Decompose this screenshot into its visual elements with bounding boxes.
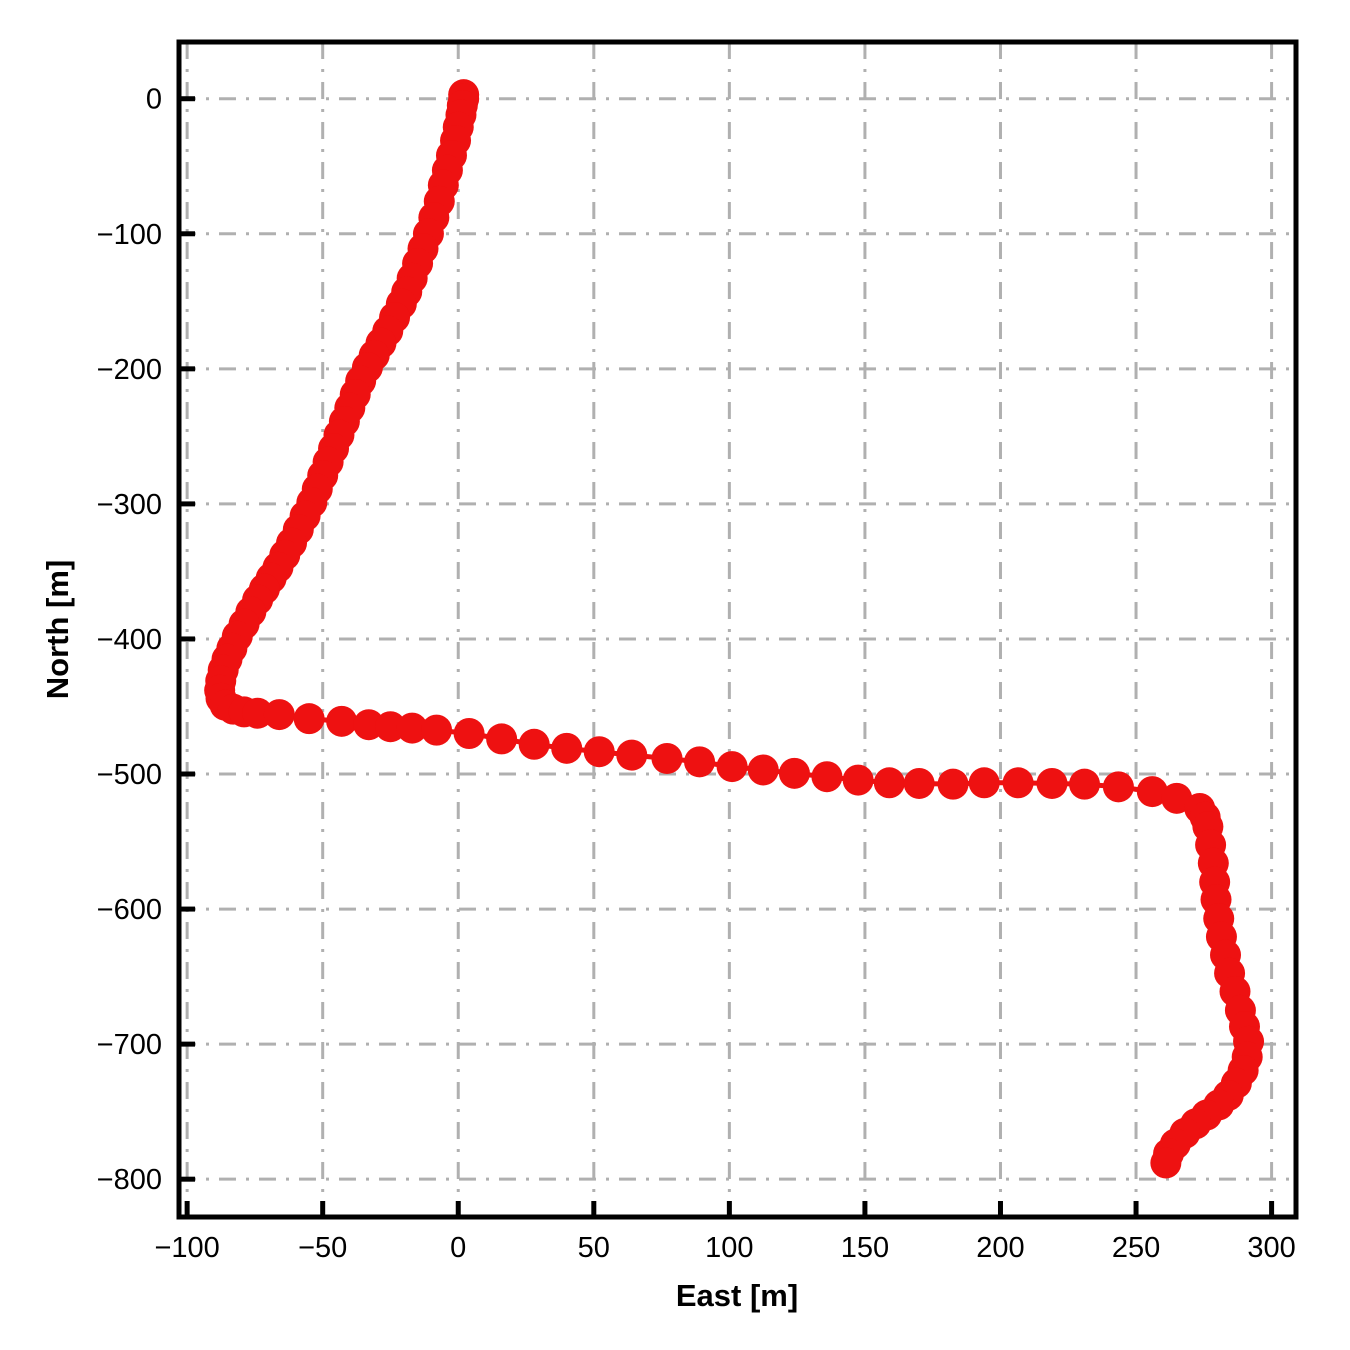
data-point bbox=[293, 703, 325, 735]
data-point bbox=[421, 714, 453, 746]
data-point bbox=[583, 736, 615, 768]
data-point bbox=[1002, 767, 1034, 799]
data-point bbox=[903, 767, 935, 799]
data-point bbox=[842, 764, 874, 796]
data-point bbox=[716, 751, 748, 783]
x-tick-label: 50 bbox=[578, 1232, 610, 1264]
x-tick-label: 100 bbox=[705, 1232, 753, 1264]
y-tick-label: −300 bbox=[97, 489, 162, 521]
data-point bbox=[1036, 767, 1068, 799]
data-point bbox=[684, 746, 716, 778]
plot-border bbox=[176, 39, 1299, 1220]
data-point bbox=[747, 754, 779, 786]
data-point bbox=[551, 732, 583, 764]
data-point bbox=[486, 723, 518, 755]
data-point bbox=[518, 728, 550, 760]
x-tick-label: 0 bbox=[450, 1232, 466, 1264]
data-point bbox=[453, 717, 485, 749]
data-point bbox=[937, 768, 969, 800]
x-tick-label: 250 bbox=[1112, 1232, 1160, 1264]
data-point bbox=[811, 761, 843, 793]
trajectory-line bbox=[217, 94, 1252, 1164]
x-tick-labels: −100 −50 0 50 100 150 200 250 300 bbox=[154, 1232, 1295, 1264]
data-point bbox=[873, 767, 905, 799]
x-tick-label: −100 bbox=[154, 1232, 219, 1264]
x-tick-label: 150 bbox=[841, 1232, 889, 1264]
data-point bbox=[968, 767, 1000, 799]
grid-lines bbox=[179, 42, 1296, 1217]
y-tick-label: 0 bbox=[146, 84, 162, 116]
y-tick-label: −600 bbox=[97, 894, 162, 926]
x-tick-label: 300 bbox=[1247, 1232, 1295, 1264]
data-point bbox=[1136, 776, 1168, 808]
data-point bbox=[778, 757, 810, 789]
x-tick-label: −50 bbox=[298, 1232, 347, 1264]
axis-ticks bbox=[179, 96, 1275, 1217]
y-tick-label: −800 bbox=[97, 1164, 162, 1196]
y-tick-label: −100 bbox=[97, 219, 162, 251]
data-point bbox=[616, 739, 648, 771]
y-tick-label: −400 bbox=[97, 624, 162, 656]
data-point bbox=[326, 705, 358, 737]
data-point bbox=[1102, 771, 1134, 803]
data-point bbox=[396, 712, 428, 744]
y-tick-labels: 0 −100 −200 −300 −400 −500 −600 −700 −800 bbox=[97, 84, 162, 1196]
data-point bbox=[1150, 1147, 1182, 1179]
y-tick-label: −200 bbox=[97, 354, 162, 386]
x-axis-label: East [m] bbox=[676, 1278, 798, 1313]
trajectory-markers bbox=[204, 79, 1265, 1179]
y-tick-label: −700 bbox=[97, 1029, 162, 1061]
data-point bbox=[263, 699, 295, 731]
y-axis-label: North [m] bbox=[40, 560, 75, 699]
y-tick-label: −500 bbox=[97, 759, 162, 791]
data-point bbox=[1069, 768, 1101, 800]
data-point bbox=[651, 742, 683, 774]
x-tick-label: 200 bbox=[976, 1232, 1024, 1264]
